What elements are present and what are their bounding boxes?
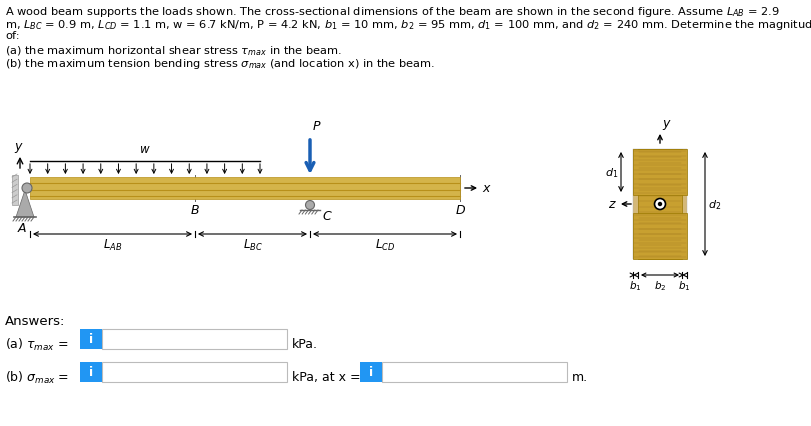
Text: P: P [312,120,320,132]
Text: $L_{AB}$: $L_{AB}$ [103,237,122,253]
Bar [633,150,686,196]
Text: $b_1$: $b_1$ [629,278,641,292]
Circle shape [305,201,314,210]
Bar [102,362,286,382]
Text: $L_{CD}$: $L_{CD}$ [375,237,395,253]
Text: i: i [89,333,93,345]
Bar [633,213,686,259]
Text: of:: of: [5,31,19,41]
Circle shape [658,203,661,206]
Bar [30,178,460,199]
Text: x: x [482,182,489,195]
Bar [102,329,286,349]
Text: $d_1$: $d_1$ [604,166,617,179]
Text: z: z [607,198,614,211]
Text: w: w [140,143,149,155]
Text: y: y [15,140,22,153]
Bar [637,150,681,259]
Text: $L_{BC}$: $L_{BC}$ [242,237,262,253]
Text: D: D [455,204,464,216]
Text: m.: m. [571,371,587,383]
Text: A: A [18,222,26,234]
Text: m, $L_{BC}$ = 0.9 m, $L_{CD}$ = 1.1 m, w = 6.7 kN/m, P = 4.2 kN, $b_1$ = 10 mm, : m, $L_{BC}$ = 0.9 m, $L_{CD}$ = 1.1 m, w… [5,18,811,32]
Bar [80,362,102,382]
Text: kPa, at x =: kPa, at x = [292,371,360,383]
Text: i: i [368,366,372,379]
Bar [12,176,18,205]
Text: (b) $\sigma_{max}$ =: (b) $\sigma_{max}$ = [5,369,69,385]
Text: $b_2$: $b_2$ [653,278,665,292]
Text: i: i [89,366,93,379]
Text: B: B [191,204,199,216]
Text: kPa.: kPa. [292,338,318,351]
Text: A wood beam supports the loads shown. The cross-sectional dimensions of the beam: A wood beam supports the loads shown. Th… [5,5,779,19]
Polygon shape [16,190,34,218]
Text: (a) $\tau_{max}$ =: (a) $\tau_{max}$ = [5,336,68,352]
Bar [359,362,381,382]
Text: C: C [322,210,330,222]
Bar [633,150,686,259]
Text: (a) the maximum horizontal shear stress $\tau_{max}$ in the beam.: (a) the maximum horizontal shear stress … [5,44,341,58]
Text: (b) the maximum tension bending stress $\sigma_{max}$ (and location x) in the be: (b) the maximum tension bending stress $… [5,57,435,71]
Circle shape [22,184,32,193]
Bar [80,329,102,349]
Circle shape [654,199,665,210]
Text: Answers:: Answers: [5,314,66,327]
Text: $d_2$: $d_2$ [707,198,720,211]
Text: $b_1$: $b_1$ [677,278,690,292]
Text: y: y [661,117,668,130]
Bar [381,362,566,382]
